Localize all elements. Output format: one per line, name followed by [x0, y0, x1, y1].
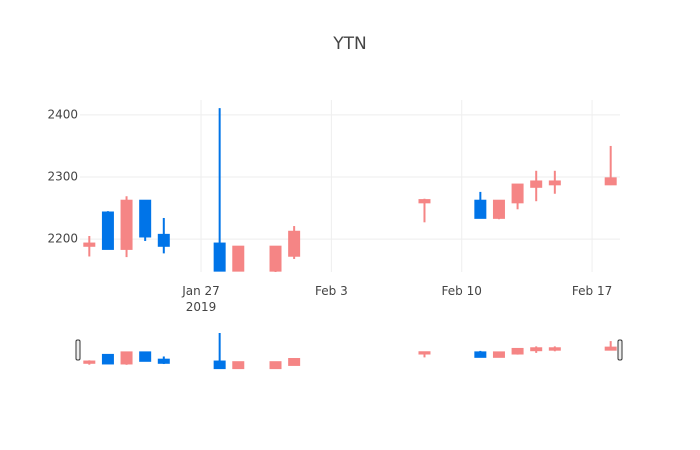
candle-body [101, 353, 114, 365]
y-tick-label: 2300 [47, 169, 78, 183]
candle-body [213, 242, 226, 272]
x-tick-label: Feb 3 [315, 284, 348, 298]
candle-body [83, 360, 96, 364]
candle-body [492, 199, 505, 219]
range-slider [80, 330, 620, 371]
candle-body [232, 245, 245, 272]
candle-body [548, 347, 561, 351]
x-tick-label: Jan 27 2019 [182, 284, 220, 314]
x-tick-label: Feb 10 [441, 284, 482, 298]
candle-body [530, 347, 543, 352]
candle-body [139, 351, 152, 362]
candle-body [101, 211, 114, 250]
candle-body [83, 242, 96, 247]
candle-body [269, 245, 282, 272]
candle-body [548, 180, 561, 186]
candle-body [288, 358, 301, 366]
candle-body [120, 351, 133, 365]
x-tick-label: Feb 17 [571, 284, 613, 298]
candle-body [418, 199, 431, 204]
range-slider-handle [75, 339, 81, 361]
candle-body [418, 351, 431, 355]
candle-body [139, 199, 152, 238]
candle-body [474, 351, 487, 358]
candle-body [511, 347, 524, 355]
candle-body [157, 233, 170, 247]
chart-title: YTN [332, 34, 367, 54]
candle-body [511, 183, 524, 204]
candle-body [232, 361, 245, 370]
candle-body [474, 199, 487, 219]
range-slider-handle [617, 339, 623, 361]
y-tick-label: 2400 [47, 107, 78, 121]
candle-body [492, 351, 505, 358]
candle-body [288, 230, 301, 257]
candle-body [157, 358, 170, 364]
candle-body [213, 360, 226, 370]
candle-body [269, 361, 282, 370]
candle-body [530, 180, 543, 188]
candle-body [120, 199, 133, 250]
y-tick-label: 2200 [47, 232, 78, 246]
candle-body [604, 346, 617, 351]
candle-body [604, 177, 617, 186]
